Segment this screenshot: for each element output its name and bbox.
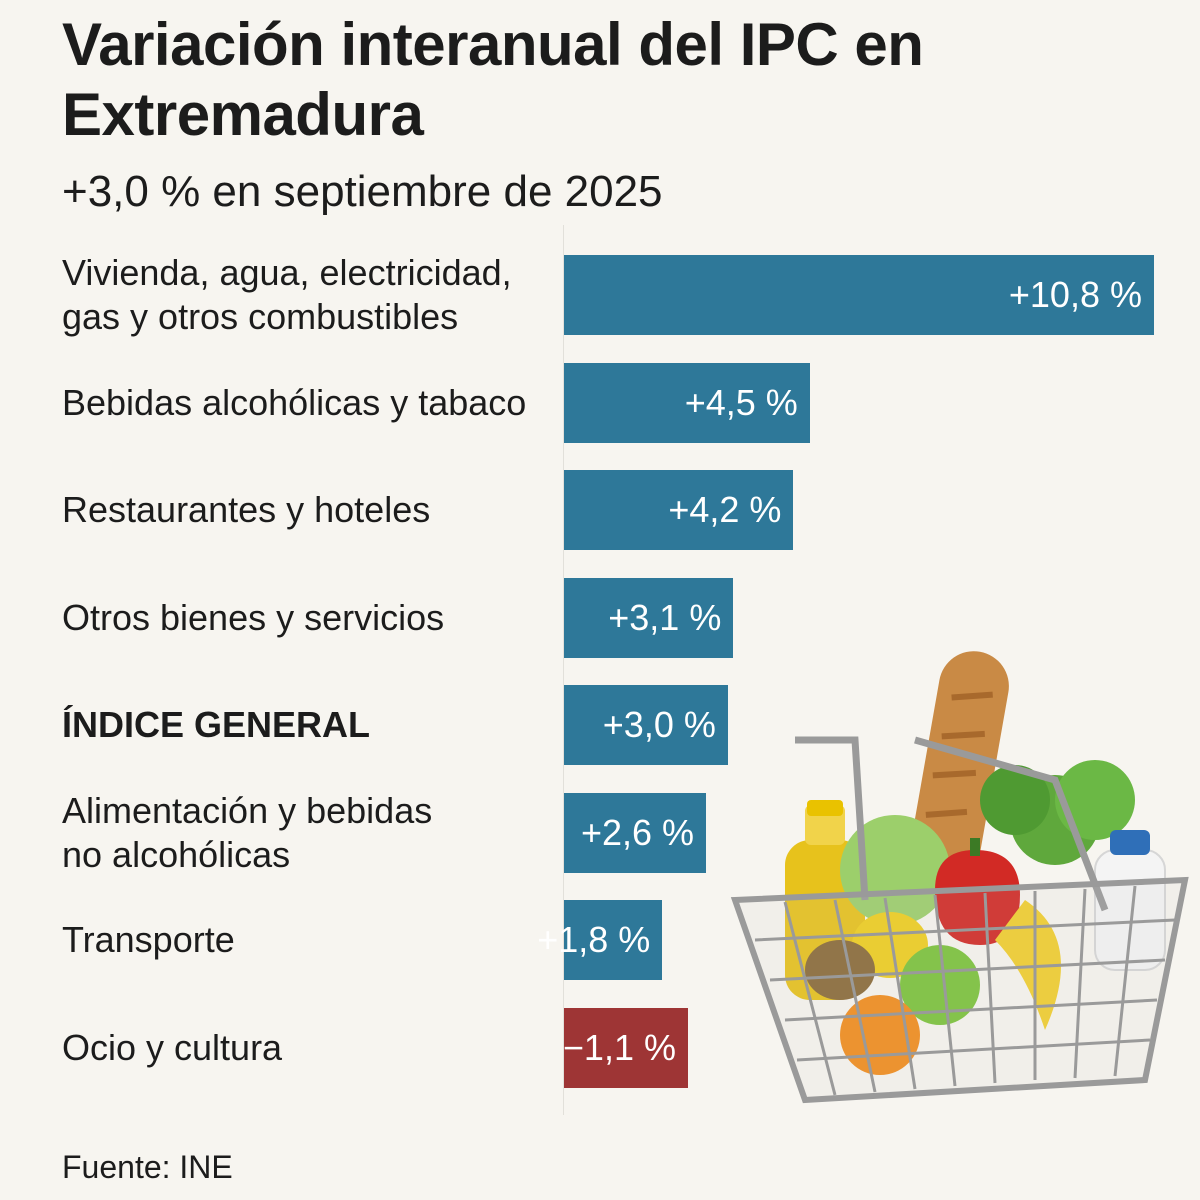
category-label: Bebidas alcohólicas y tabaco [62,381,527,423]
bar-value-label: +4,5 % [684,381,798,423]
axis-baseline [563,225,564,1115]
bar: +4,2 % [564,470,794,550]
category-label: Otros bienes y servicios [62,596,445,638]
source-note: Fuente: INE [62,1149,233,1185]
category-label: ÍNDICE GENERAL [62,704,371,745]
bar: +1,8 % [537,900,663,980]
category-label: Transporte [62,919,235,960]
bar-value-label: +3,0 % [602,704,716,745]
banana-icon [995,900,1061,1030]
bar-value-label: −1,1 % [562,1026,676,1068]
bar-value-label: +1,8 % [537,919,651,960]
category-label: Restaurantes y hoteles [62,489,431,530]
category-label: Ocio y cultura [62,1026,283,1068]
bar: +3,0 % [564,685,728,765]
chart-subtitle: +3,0 % en septiembre de 2025 [62,167,663,216]
bar: +2,6 % [564,792,707,873]
chart-title: Variación interanual del IPC en Extremad… [62,11,924,148]
bread-icon [911,651,1009,879]
bar-value-label: +4,2 % [668,489,782,530]
bar-value-label: +2,6 % [580,811,695,853]
apple-icon [900,945,980,1025]
category-label: Vivienda, agua, electricidad, gas y otro… [62,252,512,337]
basket-icon [730,736,1189,1104]
category-label: Alimentación y bebidas no alcohólicas [62,789,433,875]
pepper-icon [935,838,1020,945]
bar: −1,1 % [562,1007,688,1088]
bar: +3,1 % [564,577,734,658]
kiwi-icon [805,940,875,1000]
grocery-basket-illustration [730,651,1189,1104]
bar-value-label: +3,1 % [608,596,722,638]
bar-value-label: +10,8 % [1008,274,1142,315]
bar: +4,5 % [564,362,810,443]
bar: +10,8 % [564,255,1154,335]
